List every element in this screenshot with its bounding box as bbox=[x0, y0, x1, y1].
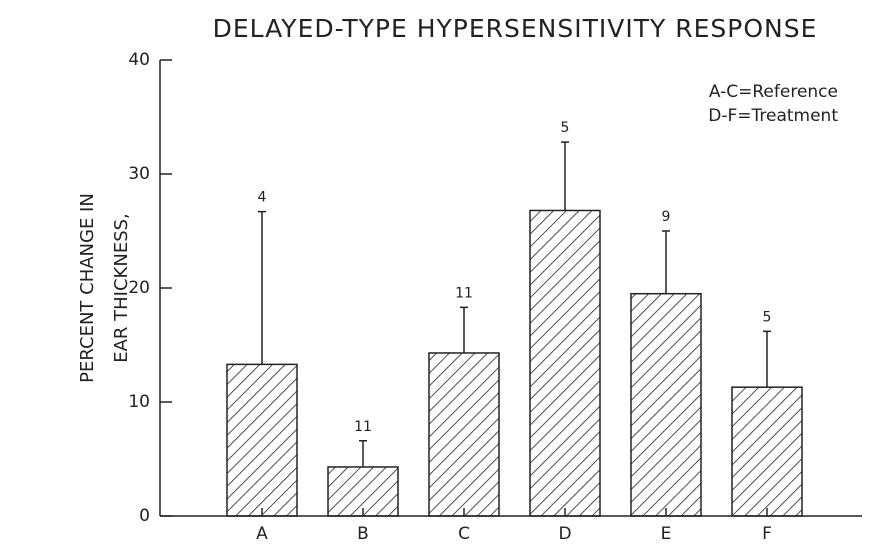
y-axis-label: PERCENT CHANGE IN bbox=[77, 193, 98, 383]
bar bbox=[327, 466, 399, 517]
n-label: 9 bbox=[662, 209, 671, 225]
n-label: 5 bbox=[763, 309, 772, 325]
x-tick-label: B bbox=[357, 524, 369, 544]
n-label: 5 bbox=[561, 120, 570, 136]
x-tick-label: A bbox=[256, 524, 268, 544]
chart-title: DELAYED-TYPE HYPERSENSITIVITY RESPONSE bbox=[213, 14, 818, 43]
y-tick-label: 40 bbox=[128, 50, 150, 70]
bar bbox=[630, 292, 702, 517]
annotation: D-F=Treatment bbox=[708, 106, 838, 126]
x-tick-label: E bbox=[661, 524, 672, 544]
n-label: 11 bbox=[455, 285, 473, 301]
annotation: A-C=Reference bbox=[709, 82, 838, 102]
y-axis-label: EAR THICKNESS, bbox=[111, 213, 132, 363]
n-label: 4 bbox=[258, 190, 267, 206]
y-tick-label: 30 bbox=[128, 164, 150, 184]
y-tick-label: 10 bbox=[128, 392, 150, 412]
x-tick-label: C bbox=[458, 524, 470, 544]
bar bbox=[226, 363, 298, 517]
bar bbox=[428, 352, 500, 517]
n-label: 11 bbox=[354, 419, 372, 435]
bar bbox=[529, 209, 601, 517]
y-tick-label: 0 bbox=[139, 506, 150, 526]
bar bbox=[731, 386, 803, 517]
x-tick-label: D bbox=[558, 524, 571, 544]
y-tick-label: 20 bbox=[128, 278, 150, 298]
x-tick-label: F bbox=[762, 524, 772, 544]
